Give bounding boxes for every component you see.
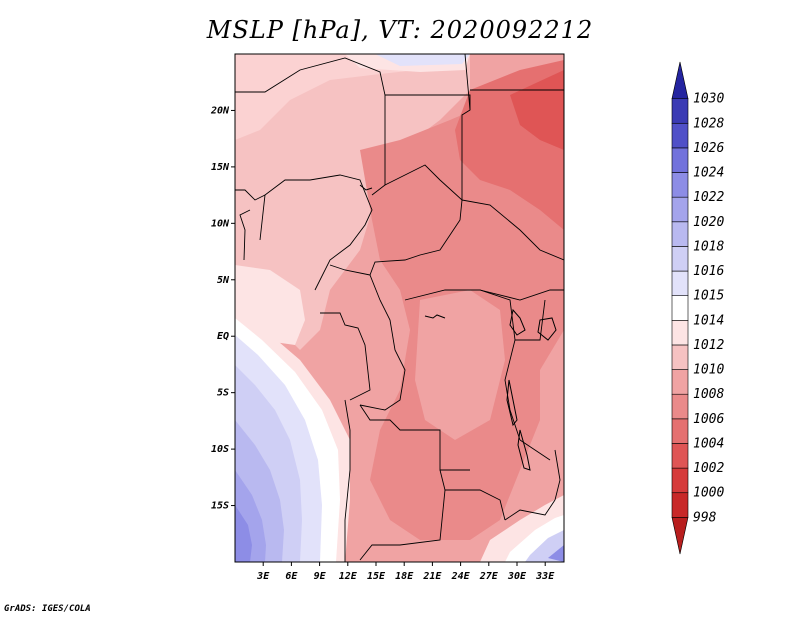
lon-tick-label: 24E [451, 571, 471, 582]
pressure-map: 20N 15N 10N 5N EQ 5S 10S 15S 3E 6E 9E 12E 15E 18E 21E… [210, 53, 724, 582]
colorbar-swatch [671, 246, 689, 272]
colorbar-label: 1028 [693, 116, 724, 131]
chart-title: MSLP [hPa], VT: 2020092212 [206, 16, 594, 44]
lat-tick-label: 20N [210, 105, 230, 116]
colorbar-swatch [671, 98, 689, 124]
colorbar-label: 1020 [693, 215, 724, 230]
colorbar-label: 1008 [693, 387, 724, 402]
map-frame [234, 53, 565, 563]
colorbar-label: 1002 [693, 461, 724, 476]
colorbar-label: 998 [693, 510, 717, 525]
colorbar-label: 1000 [693, 486, 724, 501]
lakes [359, 184, 557, 471]
colorbar-label: 1016 [693, 264, 724, 279]
longitude-axis: 3E 6E 9E 12E 15E 18E 21E 24E 27E 30E 33E [256, 562, 555, 582]
lon-tick-label: 21E [422, 571, 442, 582]
colorbar-label: 1024 [693, 166, 724, 181]
colorbar-swatch [671, 467, 689, 494]
colorbar-swatch [671, 270, 689, 296]
colorbar-swatch [671, 418, 689, 444]
colorbar-swatch [671, 196, 689, 223]
colorbar-swatch [671, 393, 689, 420]
lon-tick-label: 18E [395, 571, 414, 582]
colorbar-swatch [671, 517, 689, 555]
grads-credit: GrADS: IGES/COLA [4, 604, 91, 614]
colorbar-swatch [671, 344, 689, 370]
colorbar-label: 1022 [693, 190, 724, 205]
lat-tick-label: 10N [211, 218, 230, 229]
lat-tick-label: 5N [217, 275, 230, 286]
lon-tick-label: 12E [339, 571, 358, 582]
colorbar-swatch [671, 147, 689, 173]
colorbar-label: 1004 [693, 436, 724, 451]
colorbar-label: 1010 [693, 363, 724, 378]
lat-tick-label: 15N [211, 162, 230, 173]
colorbar-swatch [671, 61, 689, 99]
colorbar-label: 1012 [693, 338, 724, 353]
colorbar-label: 1014 [693, 313, 724, 328]
colorbar-swatch [671, 443, 689, 469]
colorbar-label: 1026 [693, 141, 724, 156]
colorbar-swatch [671, 172, 689, 198]
lon-tick-label: 3E [256, 571, 270, 582]
lon-tick-label: 33E [535, 571, 555, 582]
lat-tick-label: 15S [211, 501, 229, 512]
lat-tick-label: 5S [217, 388, 229, 399]
colorbar-label: 1030 [693, 92, 724, 107]
colorbar-label: 1018 [693, 239, 724, 254]
lon-tick-label: 30E [507, 571, 527, 582]
colorbar-swatch [671, 369, 689, 395]
lon-tick-label: 15E [367, 571, 386, 582]
colorbar-label: 1015 [693, 289, 724, 304]
colorbar-swatch [671, 122, 689, 149]
country-borders [235, 54, 564, 562]
lat-tick-label: EQ [217, 331, 229, 342]
latitude-axis: 20N 15N 10N 5N EQ 5S 10S 15S [210, 105, 235, 512]
colorbar-swatch [671, 221, 689, 247]
lon-tick-label: 9E [314, 571, 327, 582]
colorbar-swatch [671, 295, 689, 321]
lon-tick-label: 27E [479, 571, 499, 582]
colorbar: 998 1000 1002 1004 1006 1008 1010 1012 1014 1015 1… [671, 61, 724, 555]
lat-tick-label: 10S [211, 444, 229, 455]
colorbar-swatch [671, 320, 689, 346]
lon-tick-label: 6E [285, 571, 298, 582]
colorbar-label: 1006 [693, 412, 724, 427]
colorbar-swatch [671, 492, 689, 518]
pressure-field [235, 54, 564, 562]
